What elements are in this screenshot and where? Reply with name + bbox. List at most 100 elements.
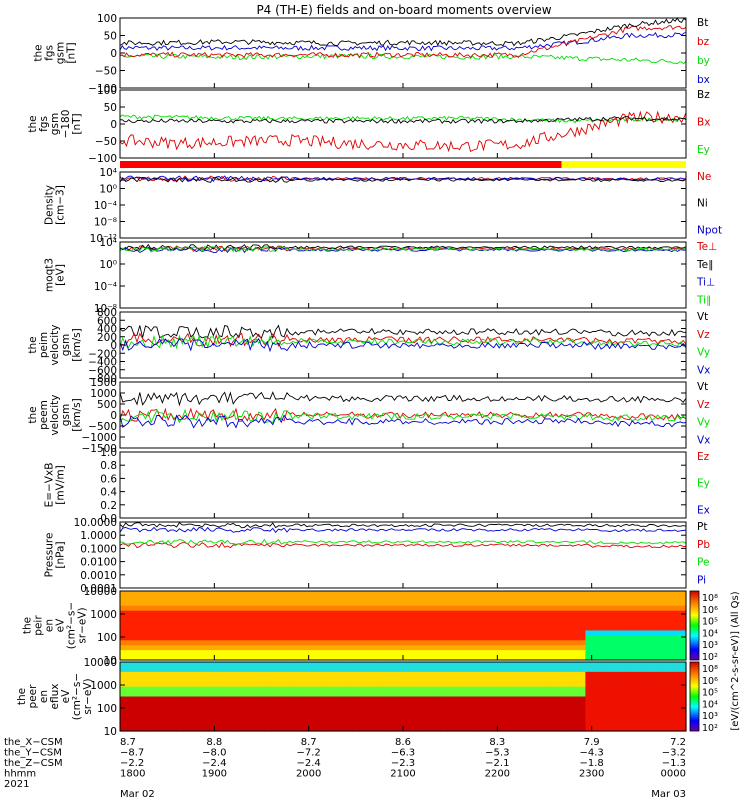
heatmap-cell bbox=[667, 701, 675, 707]
heatmap-cell bbox=[314, 691, 322, 698]
heatmap-cell bbox=[641, 610, 649, 617]
heatmap-cell bbox=[365, 716, 373, 722]
heatmap-cell bbox=[522, 701, 530, 707]
heatmap-cell bbox=[164, 655, 171, 661]
y-tick-label: 1000 bbox=[90, 388, 117, 400]
y-axis-label: the bbox=[27, 115, 39, 132]
heatmap-cell bbox=[560, 662, 568, 668]
y-axis-label: en bbox=[44, 619, 56, 632]
heatmap-cell bbox=[478, 676, 486, 683]
y-tick-label: 10000 bbox=[84, 586, 117, 598]
heatmap-cell bbox=[440, 681, 448, 688]
heatmap-cell bbox=[126, 600, 134, 607]
heatmap-cell bbox=[245, 630, 253, 636]
heatmap-cell bbox=[252, 721, 259, 727]
heatmap-cell bbox=[553, 681, 561, 688]
heatmap-cell bbox=[635, 591, 643, 597]
heatmap-cell bbox=[503, 662, 511, 668]
heatmap-cell bbox=[277, 610, 285, 617]
y-axis-label: (cm²−s− bbox=[66, 602, 78, 649]
heatmap-cell bbox=[503, 640, 511, 646]
heatmap-cell bbox=[566, 600, 574, 607]
heatmap-cell bbox=[384, 721, 392, 727]
heatmap-cell bbox=[597, 696, 605, 703]
heatmap-cell bbox=[478, 650, 486, 656]
heatmap-cell bbox=[252, 650, 259, 656]
heatmap-cell bbox=[491, 615, 498, 622]
heatmap-cell bbox=[264, 696, 272, 703]
heatmap-cell bbox=[679, 681, 687, 688]
heatmap-cell bbox=[509, 650, 517, 656]
heatmap-cell bbox=[182, 595, 190, 602]
heatmap-cell bbox=[503, 706, 511, 712]
heatmap-cell bbox=[679, 600, 687, 607]
heatmap-cell bbox=[654, 630, 662, 636]
heatmap-cell bbox=[377, 625, 385, 632]
heatmap-cell bbox=[503, 711, 511, 717]
heatmap-cell bbox=[120, 655, 127, 661]
heatmap-cell bbox=[491, 640, 498, 646]
heatmap-cell bbox=[641, 655, 649, 661]
x-tick-label: −2.2 bbox=[120, 758, 144, 769]
heatmap-cell bbox=[195, 681, 203, 688]
y-axis-label: [mV/m] bbox=[55, 465, 67, 504]
heatmap-cell bbox=[604, 696, 612, 703]
heatmap-cell bbox=[447, 666, 454, 673]
heatmap-cell bbox=[484, 630, 492, 636]
heatmap-cell bbox=[616, 630, 624, 636]
heatmap-cell bbox=[421, 662, 429, 668]
heatmap-cell bbox=[296, 716, 303, 722]
heatmap-cell bbox=[522, 686, 530, 693]
heatmap-cell bbox=[673, 591, 681, 597]
heatmap-cell bbox=[428, 721, 436, 727]
heatmap-cell bbox=[528, 605, 536, 612]
heatmap-cell bbox=[170, 666, 178, 673]
heatmap-cell bbox=[371, 591, 379, 597]
heatmap-cell bbox=[314, 706, 322, 712]
heatmap-cell bbox=[409, 595, 417, 602]
colorbar-tick-label: 10⁴ bbox=[702, 699, 718, 710]
heatmap-cell bbox=[283, 630, 291, 636]
heatmap-cell bbox=[321, 630, 329, 636]
series-line-pressure-2 bbox=[119, 538, 687, 545]
heatmap-cell bbox=[145, 615, 153, 622]
heatmap-cell bbox=[604, 706, 612, 712]
x-tick-label: 8.3 bbox=[489, 737, 505, 748]
heatmap-cell bbox=[491, 662, 498, 668]
heatmap-cell bbox=[340, 726, 347, 732]
heatmap-cell bbox=[478, 645, 486, 651]
heatmap-cell bbox=[434, 726, 442, 732]
heatmap-cell bbox=[553, 645, 561, 651]
heatmap-cell bbox=[239, 635, 247, 641]
heatmap-cell bbox=[472, 640, 480, 646]
heatmap-cell bbox=[220, 706, 228, 712]
heatmap-cell bbox=[327, 691, 335, 698]
heatmap-cell bbox=[566, 681, 574, 688]
heatmap-cell bbox=[528, 630, 536, 636]
heatmap-cell bbox=[616, 615, 624, 622]
heatmap-cell bbox=[535, 676, 542, 683]
heatmap-cell bbox=[352, 640, 360, 646]
heatmap-cell bbox=[214, 625, 222, 632]
heatmap-cell bbox=[648, 671, 656, 678]
heatmap-cell bbox=[164, 681, 171, 688]
heatmap-cell bbox=[289, 701, 297, 707]
legend-entry: Vx bbox=[697, 434, 710, 446]
heatmap-cell bbox=[132, 696, 140, 703]
heatmap-cell bbox=[635, 691, 643, 698]
heatmap-cell bbox=[522, 620, 530, 627]
heatmap-cell bbox=[560, 625, 568, 632]
heatmap-cell bbox=[138, 640, 146, 646]
heatmap-cell bbox=[453, 701, 461, 707]
heatmap-cell bbox=[176, 676, 184, 683]
heatmap-cell bbox=[654, 650, 662, 656]
heatmap-cell bbox=[220, 676, 228, 683]
heatmap-cell bbox=[145, 610, 153, 617]
heatmap-cell bbox=[289, 662, 297, 668]
heatmap-cell bbox=[126, 681, 134, 688]
heatmap-cell bbox=[138, 615, 146, 622]
heatmap-cell bbox=[472, 691, 480, 698]
heatmap-cell bbox=[220, 591, 228, 597]
heatmap-cell bbox=[214, 610, 222, 617]
heatmap-cell bbox=[245, 716, 253, 722]
